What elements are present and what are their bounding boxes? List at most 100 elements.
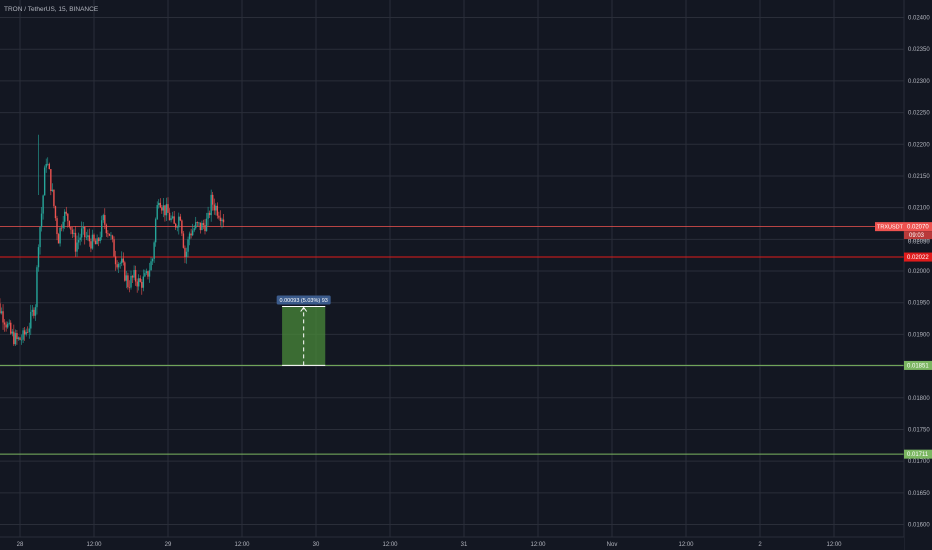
chart-title: TRON / TetherUS, 15, BINANCE: [4, 6, 99, 13]
candle-body: [201, 223, 203, 231]
candle-body: [80, 228, 83, 238]
candle-body: [57, 234, 60, 244]
candle-body: [187, 239, 189, 252]
symbol-tag: [875, 222, 904, 232]
candle-body: [173, 216, 175, 224]
candle-body: [19, 337, 21, 340]
candle-body: [39, 227, 41, 248]
price-range-measure[interactable]: 0.00093 (5.03%) 93: [276, 295, 331, 366]
x-tick-label: 31: [461, 542, 468, 548]
price-axis[interactable]: 0.02400 0.02350 0.02300 0.02250 0.02200 0.021…: [875, 0, 932, 550]
candle-body: [25, 331, 27, 335]
candle-body: [62, 221, 64, 229]
candle-body: [3, 322, 6, 325]
horizontal-levels[interactable]: [0, 226, 904, 455]
candle-body: [184, 247, 186, 257]
level-price-label: 0.02022: [907, 255, 929, 261]
candle-body: [23, 330, 26, 335]
candle-body: [76, 242, 78, 252]
candle-body: [205, 218, 208, 232]
candle-body: [73, 232, 75, 234]
candle-body: [127, 275, 129, 288]
measure-arrow-head-icon: [300, 306, 308, 312]
candle-body: [131, 275, 134, 278]
candle-body: [97, 238, 100, 242]
y-tick-label: 0.01900: [908, 332, 930, 338]
candle-body: [219, 217, 222, 222]
candle-body: [68, 220, 71, 227]
current-price-tag: [904, 222, 932, 232]
level-price-tag: [904, 360, 932, 370]
candle-body: [117, 263, 120, 268]
y-tick-label: 0.01950: [908, 301, 930, 307]
candle-body: [208, 212, 211, 216]
candle-body: [191, 230, 194, 236]
candle-body: [27, 331, 29, 333]
candle-body: [122, 258, 124, 263]
candle-body: [34, 307, 37, 316]
candle-body: [207, 212, 209, 219]
x-tick-label: 12:00: [234, 542, 250, 548]
candle-body: [8, 322, 10, 324]
candle-body: [40, 213, 43, 228]
candle-body: [116, 264, 118, 268]
candle-body: [82, 226, 84, 229]
candle-body: [199, 222, 202, 231]
candle-body: [77, 239, 80, 243]
candle-body: [128, 287, 131, 288]
candle-body: [105, 224, 108, 234]
candle-body: [37, 247, 40, 268]
candle-body: [107, 233, 109, 234]
candle-body: [17, 337, 20, 340]
candle-body: [60, 227, 63, 229]
candle-body: [42, 195, 44, 214]
level-price-tag: [904, 252, 932, 262]
countdown-tag: [904, 231, 932, 240]
time-axis-background: [0, 537, 904, 550]
candle-body: [134, 270, 137, 282]
candle-body: [182, 233, 185, 248]
candle-body: [91, 234, 94, 249]
candle-body: [31, 309, 34, 312]
candle-body: [88, 235, 91, 242]
y-tick-label: 0.02250: [908, 111, 930, 117]
candle-body: [138, 278, 140, 287]
candle-body: [0, 311, 3, 314]
candle-body: [113, 239, 115, 257]
candle-body: [93, 234, 95, 241]
candle-body: [36, 267, 38, 308]
candle-body: [71, 229, 74, 234]
candle-body: [67, 213, 69, 221]
y-tick-label: 0.02350: [908, 47, 930, 53]
candle-body: [185, 251, 188, 257]
candle-body: [170, 218, 172, 221]
candle-body: [178, 216, 180, 228]
countdown-label: 09:03: [909, 233, 925, 239]
y-tick-label: 0.01650: [908, 491, 930, 497]
candle-body: [85, 236, 87, 238]
x-tick-label: 30: [313, 542, 320, 548]
candles: [0, 134, 225, 347]
candle-body: [196, 222, 198, 224]
candle-body: [212, 194, 214, 205]
candle-body: [50, 169, 52, 192]
candle-body: [162, 205, 165, 211]
candle-body: [165, 204, 168, 216]
time-axis[interactable]: 28 12:00 29 12:00 30 12:00 31 12:00 Nov 12:00 2 12:…: [0, 536, 904, 550]
y-tick-label: 0.01750: [908, 427, 930, 433]
candle-body: [175, 223, 177, 228]
y-tick-label: 0.02200: [908, 142, 930, 148]
x-tick-label: 12:00: [826, 542, 842, 548]
symbol-label: TRXUSDT: [877, 225, 904, 231]
candle-body: [147, 271, 149, 277]
candle-body: [136, 281, 138, 287]
candle-body: [142, 276, 145, 288]
candle-body: [30, 311, 32, 329]
y-tick-label: 0.02300: [908, 79, 930, 85]
candle-body: [221, 219, 223, 222]
candle-body: [111, 235, 114, 240]
candle-body: [16, 333, 18, 340]
candle-body: [171, 216, 174, 219]
candle-body: [164, 205, 166, 216]
